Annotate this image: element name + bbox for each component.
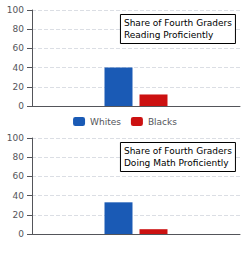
svg-text:Reading Proficiently: Reading Proficiently	[124, 30, 214, 40]
svg-text:20: 20	[13, 82, 25, 92]
svg-text:100: 100	[7, 133, 24, 143]
svg-text:Share of Fourth Graders: Share of Fourth Graders	[124, 18, 232, 28]
svg-text:40: 40	[13, 191, 25, 201]
svg-text:100: 100	[7, 5, 24, 15]
svg-text:80: 80	[13, 24, 25, 34]
svg-text:0: 0	[18, 101, 24, 111]
svg-text:Whites: Whites	[90, 117, 121, 127]
svg-text:60: 60	[13, 43, 25, 53]
svg-text:60: 60	[13, 171, 25, 181]
svg-text:0: 0	[18, 229, 24, 239]
svg-text:Share of Fourth Graders: Share of Fourth Graders	[124, 146, 232, 156]
svg-text:Doing Math Proficiently: Doing Math Proficiently	[124, 158, 229, 168]
svg-text:80: 80	[13, 152, 25, 162]
svg-text:20: 20	[13, 210, 25, 220]
svg-text:40: 40	[13, 63, 25, 73]
svg-text:Blacks: Blacks	[148, 117, 177, 127]
